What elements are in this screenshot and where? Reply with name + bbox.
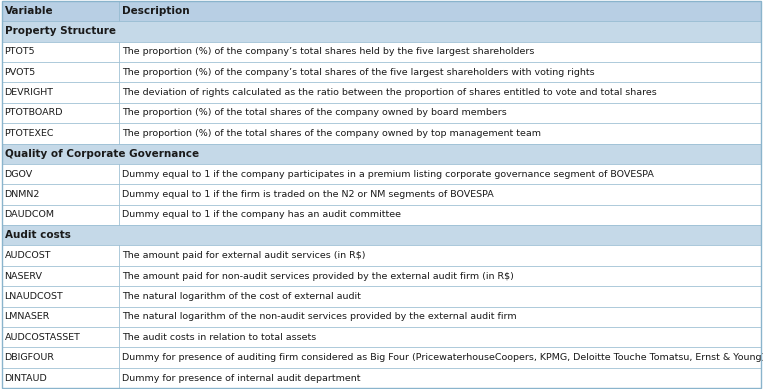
Text: The proportion (%) of the total shares of the company owned by board members: The proportion (%) of the total shares o…	[122, 109, 507, 117]
Bar	[2, 225, 761, 245]
Text: NASERV: NASERV	[5, 272, 43, 280]
Text: Audit costs: Audit costs	[5, 230, 70, 240]
Bar	[119, 347, 761, 368]
Bar	[119, 245, 761, 266]
Text: The deviation of rights calculated as the ratio between the proportion of shares: The deviation of rights calculated as th…	[122, 88, 657, 97]
Text: Property Structure: Property Structure	[5, 26, 115, 36]
Text: Dummy equal to 1 if the firm is traded on the N2 or NM segments of BOVESPA: Dummy equal to 1 if the firm is traded o…	[122, 190, 494, 199]
Bar	[2, 144, 761, 164]
Text: The natural logarithm of the cost of external audit: The natural logarithm of the cost of ext…	[122, 292, 361, 301]
Bar	[2, 1, 119, 21]
Text: The proportion (%) of the total shares of the company owned by top management te: The proportion (%) of the total shares o…	[122, 129, 542, 138]
Bar	[2, 42, 119, 62]
Bar	[119, 82, 761, 103]
Text: LNAUDCOST: LNAUDCOST	[5, 292, 63, 301]
Text: Dummy for presence of auditing firm considered as Big Four (PricewaterhouseCoope: Dummy for presence of auditing firm cons…	[122, 353, 763, 362]
Text: LMNASER: LMNASER	[5, 312, 50, 321]
Text: PTOTEXEC: PTOTEXEC	[5, 129, 54, 138]
Bar	[119, 184, 761, 205]
Bar	[119, 62, 761, 82]
Text: Dummy equal to 1 if the company participates in a premium listing corporate gove: Dummy equal to 1 if the company particip…	[122, 170, 654, 179]
Text: The proportion (%) of the company’s total shares held by the five largest shareh: The proportion (%) of the company’s tota…	[122, 47, 535, 56]
Text: DAUDCOM: DAUDCOM	[5, 210, 55, 219]
Bar	[119, 286, 761, 307]
Bar	[119, 103, 761, 123]
Bar	[2, 307, 119, 327]
Bar	[119, 327, 761, 347]
Bar	[119, 1, 761, 21]
Bar	[119, 123, 761, 144]
Bar	[119, 266, 761, 286]
Bar	[119, 205, 761, 225]
Text: The audit costs in relation to total assets: The audit costs in relation to total ass…	[122, 333, 317, 342]
Text: The natural logarithm of the non-audit services provided by the external audit f: The natural logarithm of the non-audit s…	[122, 312, 517, 321]
Bar	[2, 205, 119, 225]
Text: DGOV: DGOV	[5, 170, 33, 179]
Bar	[119, 164, 761, 184]
Text: PVOT5: PVOT5	[5, 68, 36, 77]
Text: Dummy for presence of internal audit department: Dummy for presence of internal audit dep…	[122, 373, 361, 382]
Text: The amount paid for non-audit services provided by the external audit firm (in R: The amount paid for non-audit services p…	[122, 272, 514, 280]
Bar	[2, 164, 119, 184]
Text: PTOTBOARD: PTOTBOARD	[5, 109, 63, 117]
Bar	[2, 82, 119, 103]
Bar	[2, 347, 119, 368]
Bar	[2, 327, 119, 347]
Text: AUDCOST: AUDCOST	[5, 251, 51, 260]
Bar	[119, 42, 761, 62]
Bar	[2, 103, 119, 123]
Text: DEVRIGHT: DEVRIGHT	[5, 88, 53, 97]
Text: AUDCOSTASSET: AUDCOSTASSET	[5, 333, 80, 342]
Bar	[2, 266, 119, 286]
Text: PTOT5: PTOT5	[5, 47, 35, 56]
Text: DNMN2: DNMN2	[5, 190, 40, 199]
Bar	[2, 62, 119, 82]
Bar	[2, 184, 119, 205]
Bar	[2, 21, 761, 42]
Bar	[2, 286, 119, 307]
Bar	[2, 123, 119, 144]
Bar	[119, 307, 761, 327]
Text: The proportion (%) of the company’s total shares of the five largest shareholder: The proportion (%) of the company’s tota…	[122, 68, 595, 77]
Text: Dummy equal to 1 if the company has an audit committee: Dummy equal to 1 if the company has an a…	[122, 210, 401, 219]
Text: Quality of Corporate Governance: Quality of Corporate Governance	[5, 149, 198, 159]
Text: Variable: Variable	[5, 6, 53, 16]
Bar	[119, 368, 761, 388]
Bar	[2, 368, 119, 388]
Text: DINTAUD: DINTAUD	[5, 373, 47, 382]
Text: Description: Description	[122, 6, 190, 16]
Text: The amount paid for external audit services (in R$): The amount paid for external audit servi…	[122, 251, 366, 260]
Bar	[2, 245, 119, 266]
Text: DBIGFOUR: DBIGFOUR	[5, 353, 55, 362]
